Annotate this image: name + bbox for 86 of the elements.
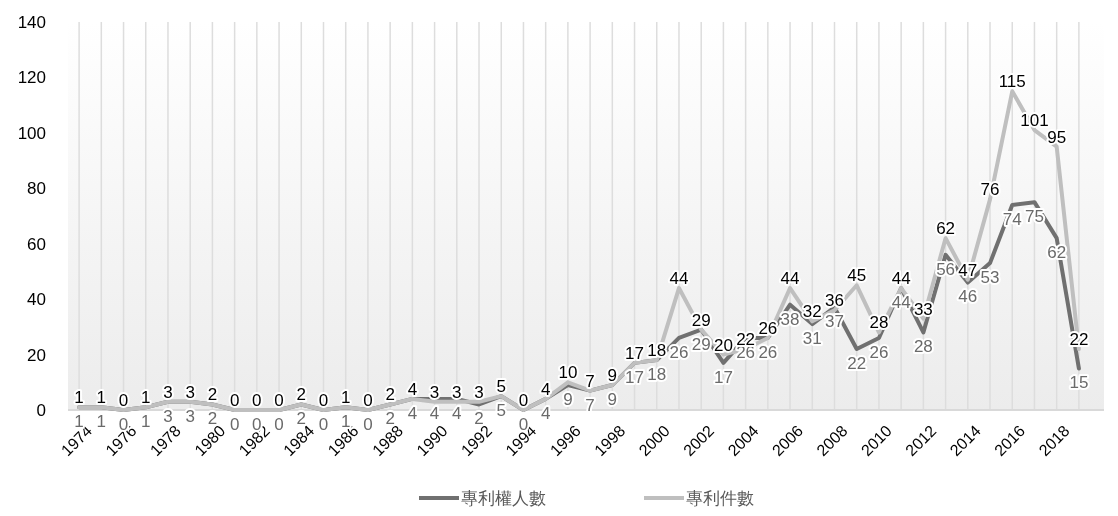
data-label: 5 (496, 401, 506, 421)
legend-label: 專利件數 (686, 488, 754, 508)
data-label: 32 (802, 302, 822, 322)
data-label: 9 (563, 389, 573, 409)
data-label: 3 (163, 382, 173, 402)
data-label: 3 (429, 382, 440, 402)
data-label: 0 (274, 391, 284, 410)
data-label: 1 (74, 388, 84, 408)
data-label: 44 (891, 269, 911, 289)
data-label: 4 (452, 403, 462, 423)
data-label: 5 (496, 377, 506, 397)
data-label: 53 (980, 268, 1000, 288)
data-label: 38 (780, 309, 800, 329)
y-tick-label: 40 (27, 290, 46, 310)
data-label: 33 (913, 299, 933, 319)
data-label: 26 (669, 342, 689, 362)
data-label: 4 (540, 379, 551, 399)
data-label: 26 (758, 342, 778, 362)
data-label: 1 (96, 412, 107, 432)
data-label: 2 (296, 385, 307, 405)
data-label: 9 (607, 366, 618, 386)
data-label: 1 (141, 412, 151, 432)
data-label: 28 (913, 337, 933, 357)
data-label: 36 (825, 291, 844, 311)
data-label: 4 (429, 403, 440, 423)
data-label: 76 (980, 180, 1000, 200)
data-label: 95 (1047, 127, 1067, 147)
data-label: 22 (1069, 330, 1089, 350)
data-label: 15 (1069, 373, 1089, 393)
y-tick-label: 20 (27, 345, 46, 365)
data-label: 4 (407, 403, 418, 423)
data-label: 18 (647, 365, 667, 385)
y-tick-label: 120 (17, 68, 46, 88)
data-label: 0 (252, 391, 262, 410)
data-label: 9 (607, 389, 618, 409)
data-label: 10 (558, 363, 578, 383)
data-label: 17 (625, 367, 644, 387)
data-label: 44 (669, 269, 689, 289)
data-label: 28 (869, 313, 889, 333)
data-label: 0 (318, 391, 329, 410)
data-label: 4 (407, 379, 418, 399)
data-label: 2 (207, 385, 218, 405)
data-label: 1 (96, 388, 107, 408)
data-label: 26 (758, 318, 778, 338)
data-label: 1 (141, 388, 151, 408)
y-tick-label: 140 (17, 12, 46, 32)
y-tick-label: 100 (17, 123, 46, 143)
data-label: 29 (691, 310, 711, 330)
data-label: 0 (229, 391, 240, 410)
data-label: 47 (958, 260, 978, 280)
data-label: 3 (185, 406, 195, 426)
data-label: 0 (363, 391, 373, 410)
data-label: 26 (869, 342, 889, 362)
data-label: 20 (713, 335, 733, 355)
data-label: 18 (647, 341, 667, 361)
data-label: 1 (340, 388, 351, 408)
data-label: 101 (1020, 111, 1049, 131)
data-label: 0 (363, 414, 373, 434)
y-tick-label: 0 (36, 400, 46, 420)
data-label: 0 (318, 414, 329, 434)
data-label: 46 (958, 287, 978, 307)
data-label: 17 (625, 343, 644, 363)
data-label: 29 (691, 334, 711, 354)
data-label: 45 (847, 266, 867, 286)
data-label: 3 (185, 382, 195, 402)
data-label: 0 (118, 391, 129, 410)
data-label: 31 (802, 328, 822, 348)
data-label: 0 (229, 414, 240, 434)
data-label: 17 (713, 367, 733, 387)
y-tick-label: 80 (27, 179, 46, 199)
legend-label: 專利權人數 (461, 488, 546, 508)
data-label: 4 (540, 403, 551, 423)
data-label: 3 (452, 382, 462, 402)
data-label: 0 (274, 414, 284, 434)
data-label: 22 (847, 353, 867, 373)
data-label: 115 (998, 72, 1026, 92)
data-label: 44 (780, 269, 800, 289)
data-label: 75 (1025, 207, 1044, 227)
data-label: 0 (518, 391, 529, 410)
data-label: 7 (585, 371, 595, 391)
data-label: 3 (163, 406, 173, 426)
y-tick-label: 60 (27, 234, 46, 254)
data-label: 7 (585, 395, 595, 415)
data-label: 2 (385, 385, 395, 405)
data-label: 3 (474, 382, 484, 402)
data-label: 62 (936, 219, 956, 239)
